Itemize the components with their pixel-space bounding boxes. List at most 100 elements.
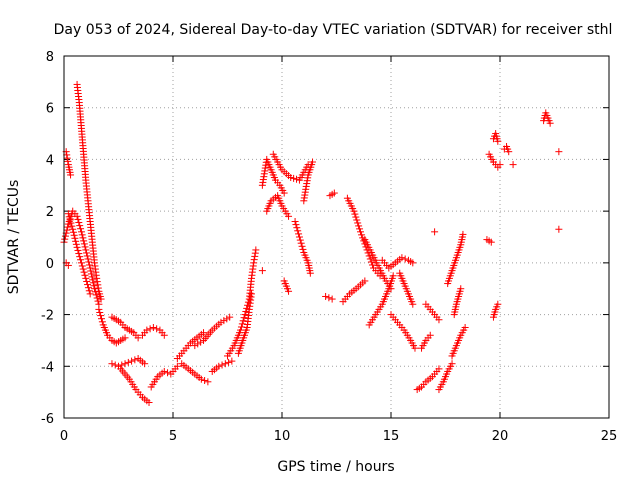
- data-point: [118, 361, 126, 369]
- data-point: [80, 237, 88, 245]
- data-point: [88, 273, 96, 281]
- data-point: [68, 222, 76, 230]
- data-point: [77, 259, 85, 267]
- data-point: [97, 315, 105, 323]
- data-point: [293, 224, 301, 232]
- data-point: [93, 274, 101, 282]
- data-point: [251, 249, 259, 257]
- data-point: [96, 309, 104, 317]
- data-point: [83, 249, 91, 257]
- y-tick-label: 8: [46, 50, 54, 65]
- data-point: [97, 295, 105, 303]
- x-axis-label: GPS time / hours: [277, 459, 394, 475]
- data-point: [61, 232, 69, 240]
- data-point: [76, 222, 84, 230]
- data-point: [555, 225, 563, 233]
- data-point: [63, 154, 71, 162]
- y-tick-label: 2: [46, 205, 54, 220]
- x-tick-label: 20: [492, 429, 509, 444]
- data-point: [89, 279, 97, 287]
- data-point: [238, 320, 246, 328]
- data-point: [290, 174, 298, 182]
- data-point: [218, 361, 226, 369]
- data-point: [64, 210, 72, 218]
- data-point: [164, 369, 172, 377]
- data-point: [389, 272, 397, 280]
- data-point: [350, 207, 358, 215]
- data-point: [90, 282, 98, 290]
- data-point: [200, 329, 208, 337]
- data-point: [85, 287, 93, 295]
- data-point: [145, 398, 153, 406]
- data-point: [358, 231, 366, 239]
- y-axis-label: SDTVAR / TECUs: [6, 180, 22, 295]
- y-tick-label: -4: [41, 360, 54, 375]
- x-tick-label: 25: [601, 429, 618, 444]
- data-point: [285, 287, 293, 295]
- data-point: [80, 268, 88, 276]
- data-point: [64, 223, 72, 231]
- data-point: [409, 300, 417, 308]
- data-point: [94, 281, 102, 289]
- data-point: [121, 334, 129, 342]
- data-point: [306, 269, 314, 277]
- data-point: [285, 212, 293, 220]
- data-point: [65, 213, 73, 221]
- data-point: [292, 221, 300, 229]
- data-point: [66, 216, 74, 224]
- data-point: [84, 281, 92, 289]
- data-point: [228, 357, 236, 365]
- data-point: [87, 270, 95, 278]
- data-point: [546, 119, 554, 127]
- y-tick-label: 4: [46, 153, 54, 168]
- data-point: [247, 290, 255, 298]
- data-point: [80, 240, 88, 248]
- data-point: [149, 324, 157, 331]
- data-point: [81, 243, 89, 251]
- data-point: [353, 216, 361, 224]
- data-point: [287, 174, 295, 182]
- data-point: [71, 234, 79, 242]
- data-point: [108, 360, 116, 368]
- data-point: [251, 252, 259, 260]
- data-point: [75, 219, 83, 227]
- data-point: [143, 326, 151, 334]
- data-point: [67, 171, 75, 179]
- data-point: [226, 313, 234, 321]
- data-point: [89, 276, 97, 284]
- data-point: [328, 295, 336, 303]
- data-point: [77, 225, 85, 233]
- data-point: [81, 271, 89, 279]
- data-point: [496, 161, 504, 169]
- data-point: [121, 360, 129, 368]
- data-point: [79, 265, 87, 273]
- y-tick-label: 0: [46, 257, 54, 272]
- data-point: [297, 239, 305, 247]
- data-point: [293, 175, 301, 183]
- data-point: [459, 230, 467, 238]
- data-point: [298, 242, 306, 250]
- data-point: [351, 210, 359, 218]
- data-point: [217, 318, 225, 326]
- data-point: [72, 237, 80, 245]
- data-point: [83, 277, 91, 285]
- data-point: [509, 161, 517, 169]
- data-point: [74, 246, 82, 254]
- data-point: [225, 358, 233, 366]
- data-point: [356, 228, 364, 236]
- data-point: [134, 334, 142, 342]
- data-point: [141, 360, 149, 368]
- data-point: [355, 222, 363, 230]
- data-point: [70, 231, 78, 239]
- data-point: [354, 219, 362, 227]
- data-point: [204, 378, 212, 386]
- data-point: [295, 233, 303, 241]
- x-tick-label: 10: [274, 429, 291, 444]
- data-point: [69, 225, 77, 233]
- data-point: [435, 316, 443, 324]
- y-tick-label: -2: [41, 309, 54, 324]
- data-point: [194, 340, 202, 348]
- x-tick-label: 0: [60, 429, 68, 444]
- x-tick-label: 5: [169, 429, 177, 444]
- data-point: [240, 314, 248, 322]
